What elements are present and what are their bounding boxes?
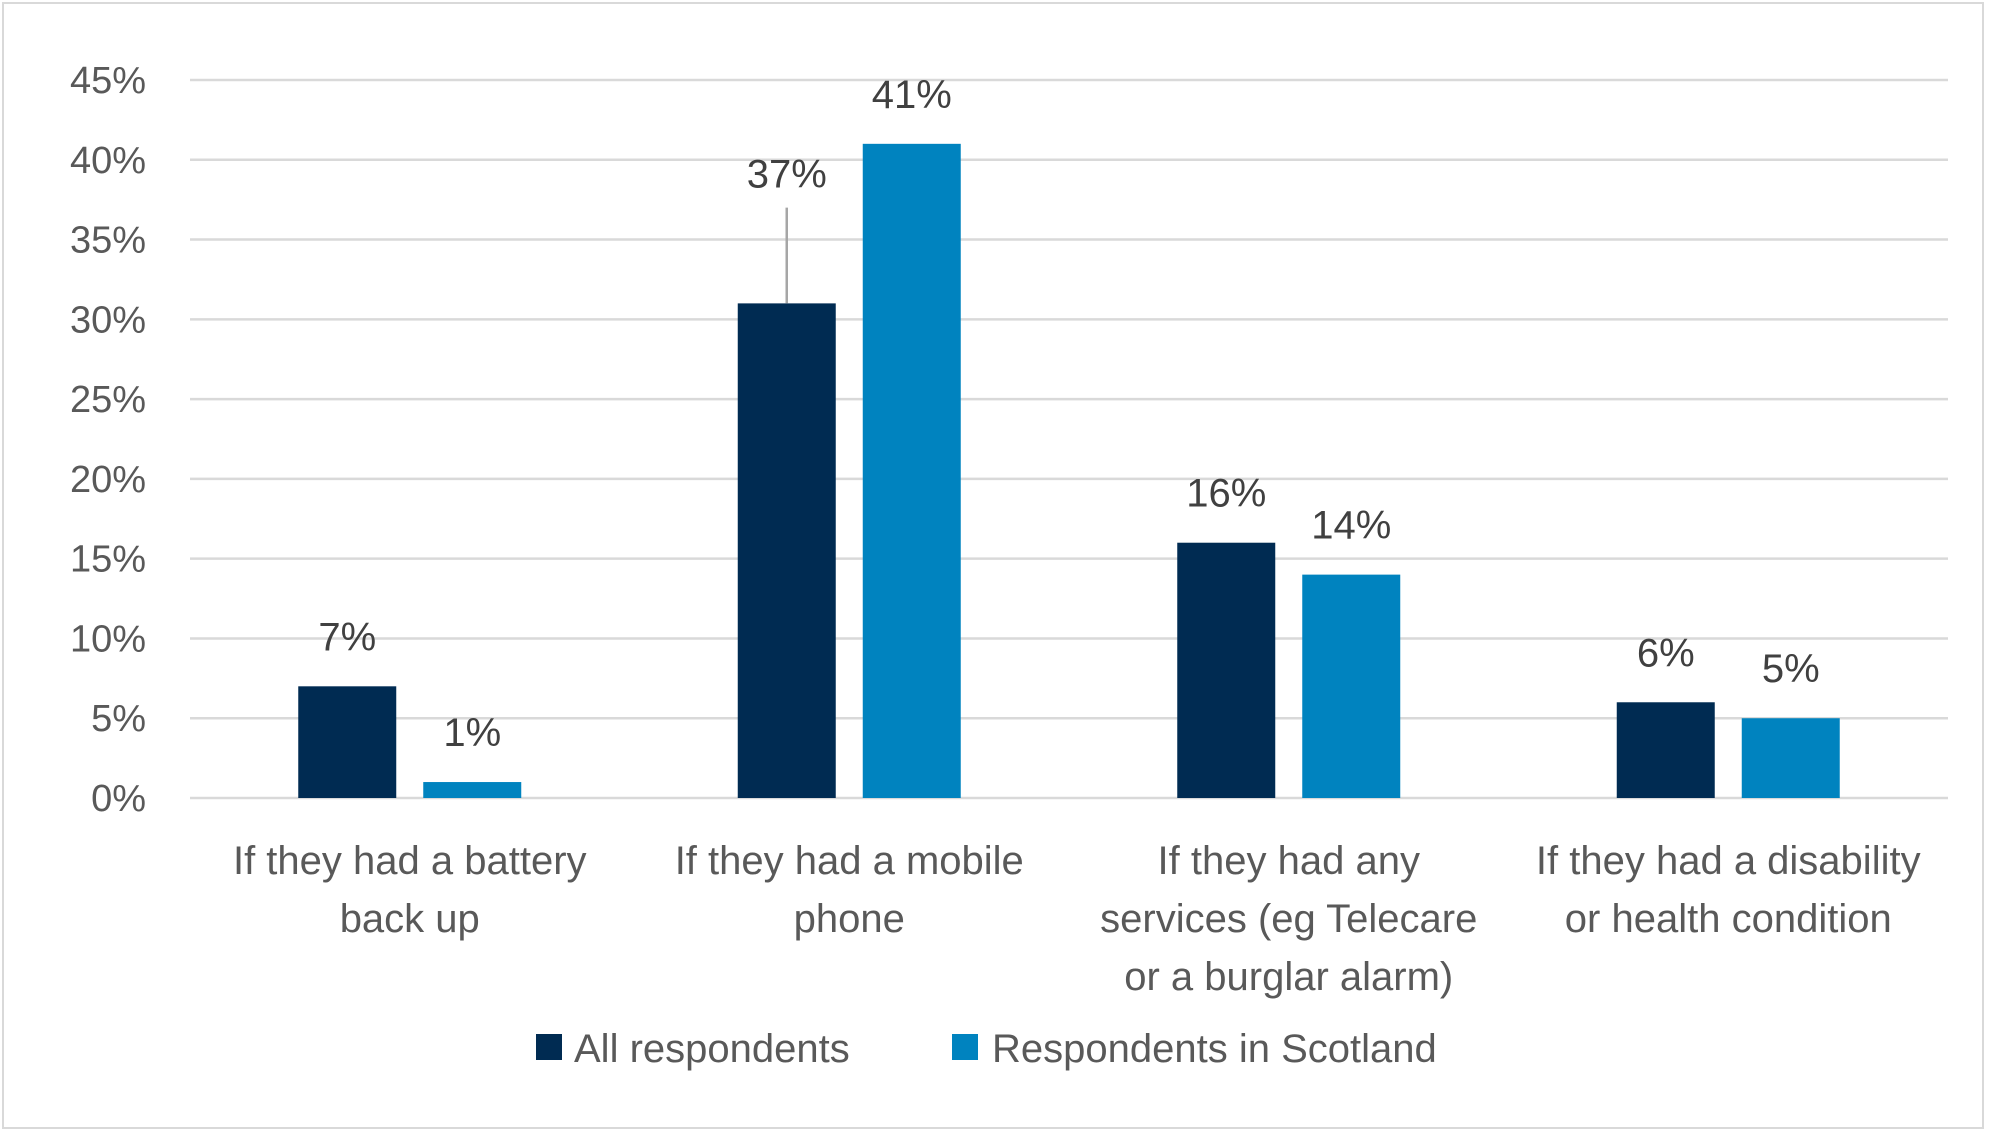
bar <box>737 303 836 798</box>
bar <box>1616 702 1715 798</box>
data-label: 16% <box>1186 472 1266 516</box>
data-label: 5% <box>1762 647 1820 691</box>
y-tick-label: 40% <box>70 140 146 182</box>
bar <box>423 782 522 798</box>
data-label: 41% <box>872 73 952 117</box>
y-tick-label: 25% <box>70 379 146 421</box>
bar <box>1302 574 1401 798</box>
x-category-label: services (eg Telecare <box>1100 897 1477 941</box>
data-label: 37% <box>747 153 827 197</box>
x-category-label: If they had a mobile <box>675 839 1024 883</box>
legend-swatch <box>952 1034 978 1060</box>
x-category-label: phone <box>794 897 905 941</box>
legend-swatch <box>536 1034 562 1060</box>
y-tick-label: 15% <box>70 539 146 581</box>
bar <box>1177 542 1276 798</box>
x-category-label: If they had a disability <box>1536 839 1921 883</box>
y-tick-label: 10% <box>70 618 146 660</box>
y-tick-label: 0% <box>91 778 146 820</box>
y-tick-label: 45% <box>70 60 146 102</box>
x-category-label: or health condition <box>1565 897 1892 941</box>
data-label: 6% <box>1637 631 1695 675</box>
legend-label: Respondents in Scotland <box>992 1027 1437 1071</box>
bar <box>298 686 397 798</box>
y-tick-label: 5% <box>91 698 146 740</box>
legend-label: All respondents <box>574 1027 850 1071</box>
bar <box>1741 718 1840 798</box>
x-category-label: If they had any <box>1158 839 1420 883</box>
bar <box>862 143 961 799</box>
data-label: 14% <box>1311 504 1391 548</box>
x-category-label: or a burglar alarm) <box>1124 955 1453 999</box>
y-tick-label: 30% <box>70 299 146 341</box>
data-label: 1% <box>443 711 501 755</box>
x-category-label: back up <box>340 897 480 941</box>
y-tick-label: 35% <box>70 220 146 262</box>
x-category-label: If they had a battery <box>233 839 587 883</box>
data-label: 7% <box>318 615 376 659</box>
y-tick-label: 20% <box>70 459 146 501</box>
